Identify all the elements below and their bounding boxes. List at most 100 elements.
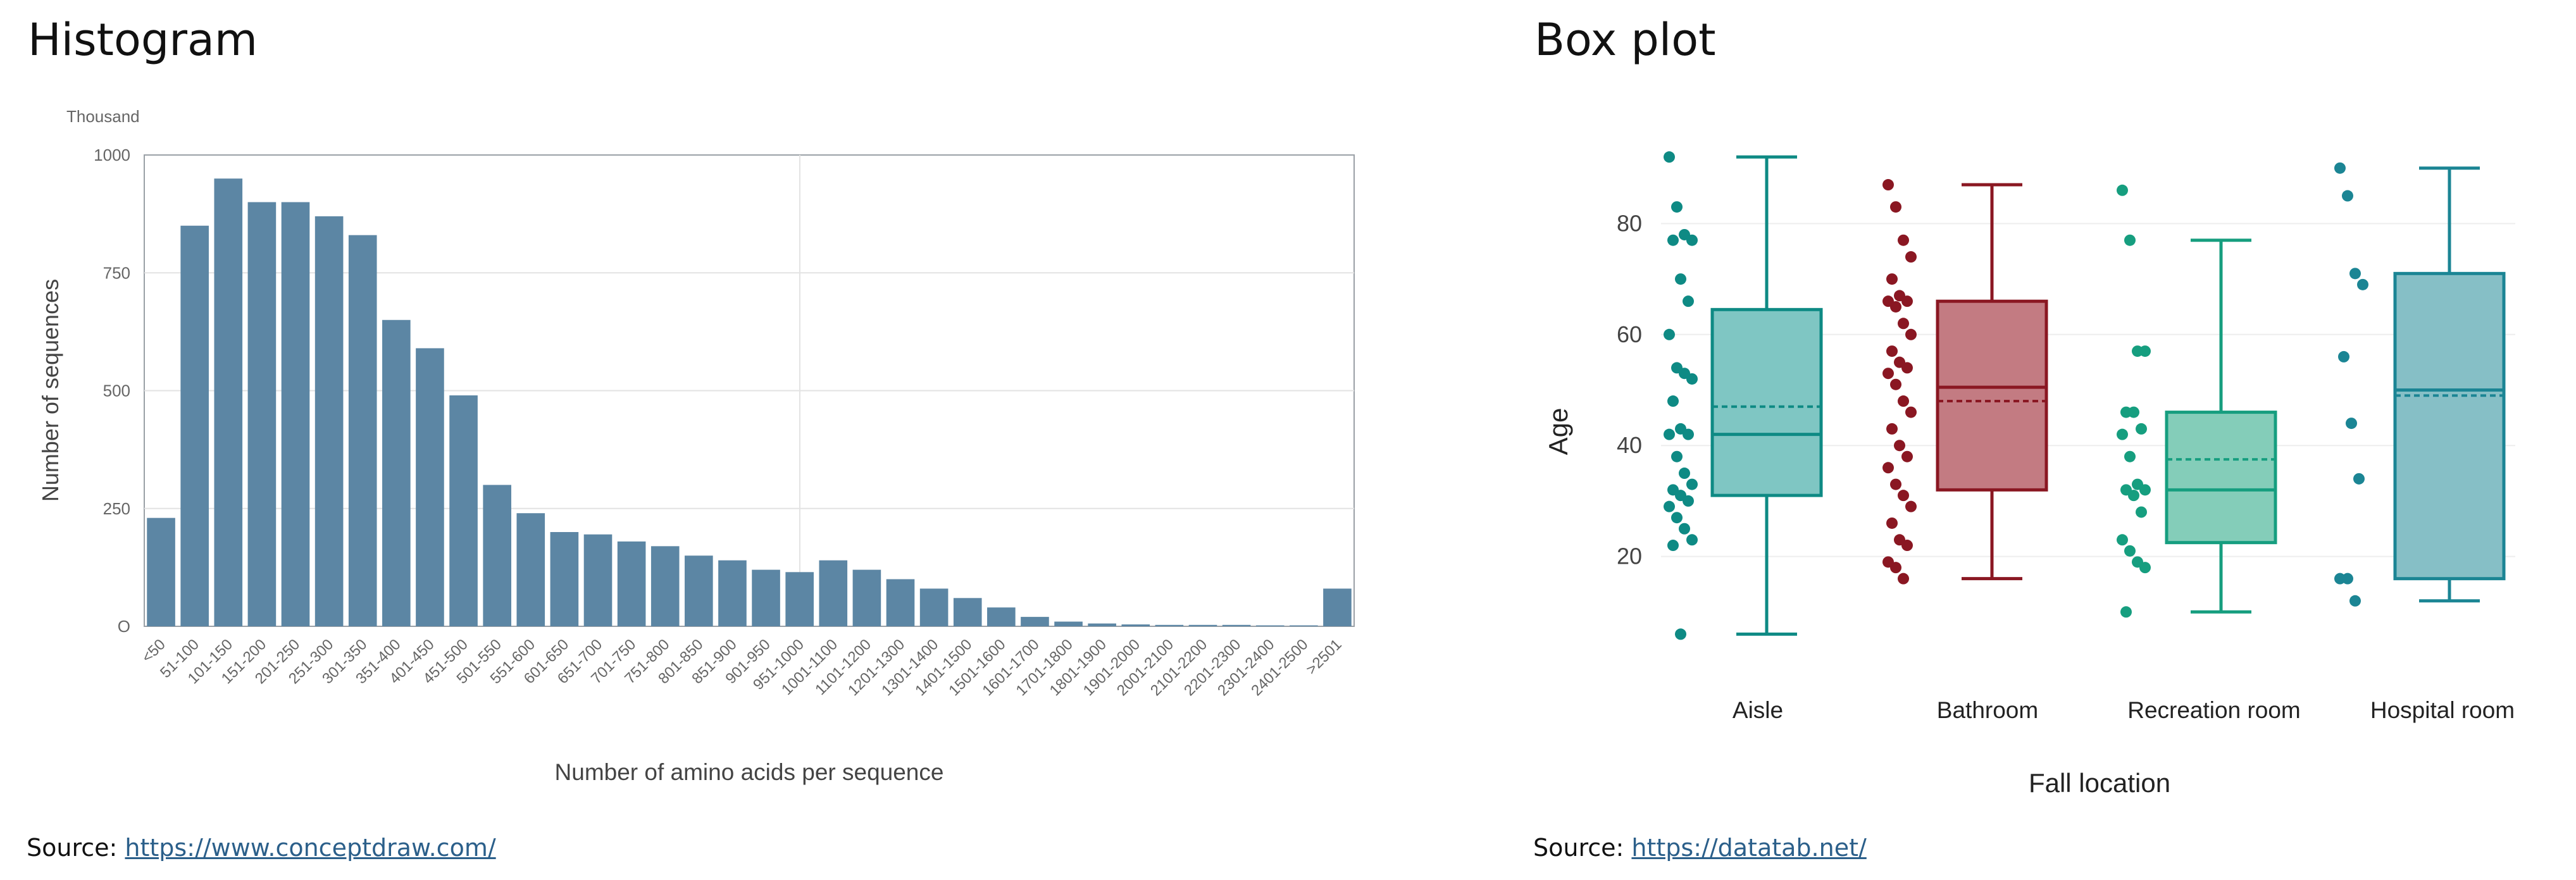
- data-point: [2349, 595, 2361, 607]
- data-point: [2136, 506, 2147, 518]
- data-point: [1675, 628, 1686, 640]
- box-group: [1664, 151, 1823, 640]
- data-point: [1683, 295, 1694, 307]
- histogram-bar: [785, 572, 814, 626]
- data-point: [2357, 278, 2368, 290]
- data-point: [2342, 190, 2353, 202]
- data-point: [1686, 234, 1698, 246]
- histogram-bar: [752, 569, 780, 626]
- data-point: [1882, 462, 1894, 474]
- histogram-bar: [1155, 624, 1184, 626]
- histogram-bar: [617, 541, 646, 626]
- data-point: [1671, 512, 1683, 524]
- x-axis-label: Number of amino acids per sequence: [555, 759, 944, 785]
- histogram-bar: [247, 202, 277, 626]
- data-point: [1901, 450, 1913, 462]
- histogram-bar: [516, 513, 545, 626]
- histogram-bar: [1054, 621, 1083, 626]
- data-point: [1671, 201, 1683, 213]
- histogram-bar: [1121, 624, 1150, 626]
- histogram-bar: [214, 178, 243, 626]
- data-point: [1686, 478, 1698, 490]
- data-point: [1898, 234, 1909, 246]
- data-point: [1664, 500, 1675, 512]
- boxplot-panel-title: Box plot: [1534, 14, 1716, 66]
- source-link[interactable]: https://www.conceptdraw.com/: [125, 834, 496, 862]
- data-point: [1686, 373, 1698, 385]
- x-tick-label: Recreation room: [2127, 697, 2301, 723]
- data-point: [1890, 201, 1901, 213]
- data-point: [2353, 473, 2365, 485]
- data-point: [1667, 234, 1679, 246]
- data-point: [1882, 179, 1894, 191]
- histogram-bar: [449, 395, 478, 626]
- y-tick-label: 1000: [94, 146, 130, 164]
- box-iqr: [1710, 307, 1823, 497]
- data-point: [1905, 500, 1917, 512]
- data-point: [1679, 523, 1690, 535]
- data-point: [1898, 490, 1909, 502]
- y-axis-label: Age: [1543, 408, 1573, 455]
- source-link[interactable]: https://datatab.net/: [1631, 834, 1867, 862]
- data-point: [1683, 495, 1694, 507]
- boxplot-chart: 20 40 60 80 Aisle Bathroom Recreation room Hosp…: [1543, 151, 2515, 798]
- data-point: [2349, 268, 2361, 280]
- x-tick-label: Hospital room: [2370, 697, 2515, 723]
- histogram-bar: [416, 348, 444, 626]
- data-point: [1679, 468, 1690, 480]
- data-point: [2346, 418, 2357, 430]
- data-point: [1671, 450, 1683, 462]
- box-iqr: [2165, 411, 2277, 545]
- y-tick-label: O: [118, 617, 130, 636]
- data-point: [2139, 345, 2151, 357]
- data-point: [1886, 423, 1898, 435]
- histogram-bar: [583, 534, 613, 626]
- data-point: [1890, 562, 1901, 574]
- x-axis-label: Fall location: [2029, 768, 2170, 798]
- data-point: [1664, 151, 1675, 163]
- data-point: [1675, 273, 1686, 285]
- data-point: [1894, 440, 1905, 452]
- data-point: [2117, 184, 2128, 196]
- histogram-bar: [685, 555, 713, 626]
- data-point: [1898, 573, 1909, 585]
- data-point: [2342, 573, 2353, 585]
- histogram-bar: [314, 216, 344, 627]
- data-point: [2334, 162, 2346, 174]
- data-point: [1686, 534, 1698, 546]
- histogram-bar: [180, 225, 209, 626]
- box-group: [2117, 184, 2277, 618]
- histogram-bar: [1021, 617, 1049, 626]
- histogram-bar: [919, 588, 949, 626]
- data-point: [1886, 517, 1898, 529]
- y-tick-label: 80: [1617, 210, 1642, 236]
- data-point: [1905, 328, 1917, 340]
- histogram-bar: [819, 560, 848, 626]
- histogram-bar: [953, 598, 982, 626]
- data-point: [1667, 540, 1679, 552]
- data-point: [2139, 484, 2151, 496]
- data-point: [1664, 328, 1675, 340]
- y-tick-label: 20: [1617, 543, 1642, 569]
- y-unit-label: Thousand: [66, 107, 140, 126]
- histogram-bar: [987, 607, 1016, 626]
- histogram-source: Source: https://www.conceptdraw.com/: [27, 834, 496, 862]
- y-tick-label: 40: [1617, 432, 1642, 458]
- histogram-bar: [852, 569, 881, 626]
- histogram-bar: [281, 202, 310, 626]
- box-group: [2334, 162, 2506, 607]
- data-point: [1667, 395, 1679, 407]
- x-tick-label: Aisle: [1733, 697, 1783, 723]
- box-iqr: [2393, 271, 2506, 581]
- data-point: [1882, 368, 1894, 380]
- histogram-bar: [550, 532, 579, 626]
- histogram-bar: [650, 546, 680, 626]
- histogram-bar: [1323, 588, 1352, 626]
- histogram-bar: [348, 235, 377, 626]
- data-point: [2117, 428, 2128, 440]
- histogram-bar: [147, 517, 175, 626]
- data-point: [1898, 395, 1909, 407]
- data-point: [2128, 406, 2139, 418]
- box-group: [1882, 179, 2048, 585]
- histogram-bar: [718, 560, 747, 626]
